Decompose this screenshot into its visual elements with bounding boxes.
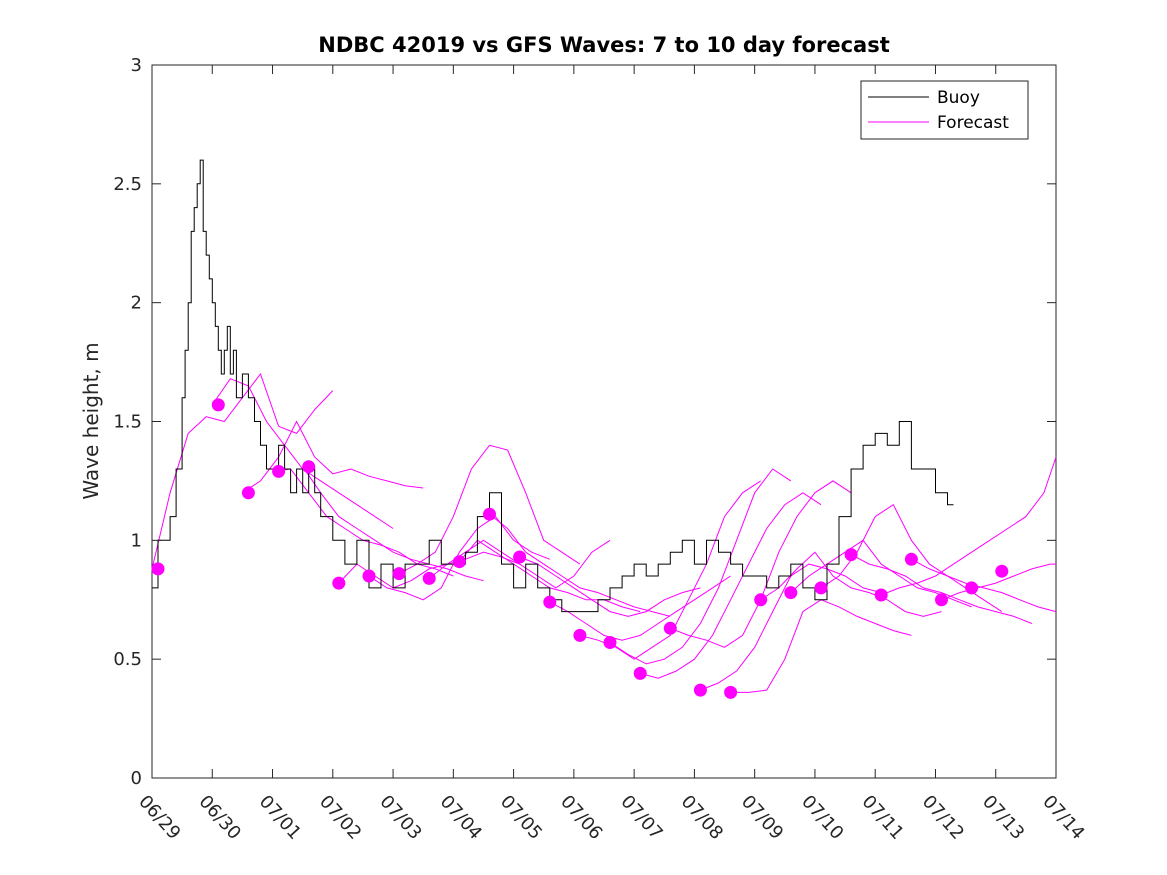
- forecast-marker: [452, 555, 466, 569]
- y-tick-label: 2: [131, 293, 142, 314]
- legend-box: [860, 80, 1029, 140]
- forecast-marker: [151, 562, 165, 576]
- x-tick-label: 07/05: [496, 791, 546, 844]
- forecast-line-5: [302, 466, 484, 582]
- chart-title: NDBC 42019 vs GFS Waves: 7 to 10 day for…: [318, 33, 889, 57]
- y-axis-label: Wave height, m: [79, 342, 103, 499]
- x-tick-label: 07/12: [918, 791, 968, 844]
- x-tick-label: 06/30: [195, 791, 245, 844]
- forecast-marker: [724, 685, 738, 699]
- x-tick-label: 07/04: [436, 791, 486, 844]
- forecast-marker: [995, 564, 1009, 578]
- forecast-marker: [663, 621, 677, 635]
- y-tick-label: 0.5: [113, 649, 142, 670]
- forecast-marker: [935, 593, 948, 607]
- forecast-marker: [754, 593, 768, 607]
- forecast-marker: [272, 464, 286, 478]
- x-tick-label: 07/14: [1038, 791, 1088, 844]
- forecast-marker: [543, 595, 557, 609]
- forecast-line-11: [489, 513, 671, 617]
- forecast-marker: [573, 628, 587, 642]
- x-tick-label: 06/29: [134, 791, 184, 844]
- y-tick-label: 3: [131, 55, 142, 76]
- x-tick-label: 07/09: [737, 791, 787, 844]
- forecast-marker: [513, 550, 527, 564]
- forecast-marker: [392, 567, 406, 581]
- forecast-marker: [422, 571, 436, 585]
- y-tick-label: 1: [131, 530, 142, 551]
- forecast-marker: [904, 552, 918, 566]
- forecast-marker: [211, 398, 225, 412]
- forecast-line-13: [549, 575, 731, 641]
- forecast-marker: [693, 683, 707, 697]
- forecast-line-3: [242, 420, 424, 494]
- forecast-marker: [483, 507, 496, 521]
- plot-area: [151, 64, 1057, 779]
- y-tick-label: 2.5: [113, 174, 142, 195]
- x-tick-label: 07/03: [375, 791, 425, 844]
- x-tick-label: 07/02: [315, 791, 365, 844]
- forecast-marker: [302, 460, 316, 474]
- forecast-marker: [784, 586, 798, 600]
- forecast-marker: [844, 548, 858, 562]
- legend: Buoy Forecast: [860, 80, 1029, 140]
- forecast-marker: [332, 576, 346, 590]
- forecast-marker: [362, 569, 376, 583]
- forecast-line-26: [941, 563, 1056, 601]
- x-tick-label: 07/07: [616, 791, 666, 844]
- y-tick-label: 0: [131, 768, 142, 789]
- x-tick-label: 07/08: [677, 791, 727, 844]
- forecast-line-12: [519, 556, 701, 617]
- forecast-marker: [241, 486, 255, 500]
- x-tick-label: 07/13: [978, 791, 1028, 844]
- forecast-line-24: [881, 456, 1057, 596]
- forecast-line-23: [850, 554, 1033, 624]
- forecast-marker: [633, 666, 647, 680]
- forecast-marker: [603, 636, 617, 649]
- forecast-marker: [965, 581, 979, 595]
- forecast-line-16: [640, 492, 822, 679]
- x-tick-label: 07/06: [556, 791, 606, 844]
- x-tick-label: 07/01: [255, 791, 305, 844]
- legend-forecast-label: Forecast: [937, 113, 1009, 133]
- y-tick-label: 1.5: [113, 412, 142, 433]
- y-axis-ticks: 0 0.5 1 1.5 2 2.5 3: [113, 55, 1056, 789]
- x-tick-label: 07/11: [857, 791, 907, 844]
- legend-buoy-label: Buoy: [937, 88, 980, 108]
- forecast-marker: [874, 588, 888, 602]
- forecast-line-25: [911, 558, 1057, 613]
- forecast-markers: [151, 398, 1009, 699]
- x-tick-label: 07/10: [797, 791, 847, 844]
- forecast-marker: [814, 581, 828, 595]
- forecast-line-15: [609, 468, 792, 665]
